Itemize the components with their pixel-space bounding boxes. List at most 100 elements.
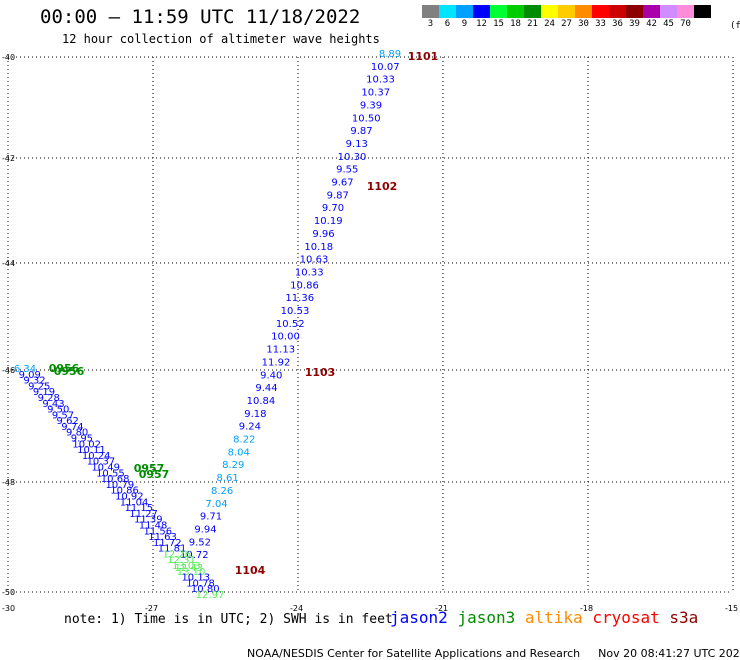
lat-tick-label: -50 — [2, 588, 15, 597]
wave-height-value: 11.56 — [144, 526, 173, 537]
wave-height-value: 9.39 — [360, 100, 382, 111]
wave-height-value: 9.67 — [331, 178, 353, 189]
pass-time-label: 0957 — [139, 468, 170, 481]
wave-height-value: 10.18 — [304, 242, 333, 253]
legend-label: 24 — [544, 19, 555, 29]
wave-height-value: 12.31 — [167, 555, 196, 566]
wave-height-value: 11.81 — [158, 544, 187, 555]
legend-swatch: 21 — [524, 5, 541, 30]
wave-height-value: 9.96 — [312, 229, 334, 240]
legend-label: 9 — [461, 19, 468, 29]
pass-time-label: 1103 — [305, 366, 336, 379]
wave-height-value: 9.71 — [200, 512, 222, 523]
legend-color-box — [677, 5, 694, 18]
satellite-name: jason2 — [390, 608, 458, 627]
wave-height-value: 9.87 — [350, 126, 372, 137]
wave-height-value: 10.53 — [281, 306, 310, 317]
legend-label: 15 — [493, 19, 504, 29]
wave-height-value: 10.68 — [101, 474, 130, 485]
legend-swatch: 45 — [660, 5, 677, 30]
wave-height-value: 9.55 — [336, 165, 358, 176]
pass-time-label: 0956 — [49, 362, 80, 375]
satellite-legend: jason2 jason3 altika cryosat s3a — [390, 608, 698, 627]
legend-color-box — [473, 5, 490, 18]
legend-label: 27 — [561, 19, 572, 29]
legend-label: 6 — [444, 19, 451, 29]
legend-swatch: 33 — [592, 5, 609, 30]
wave-height-value: 11.04 — [120, 497, 149, 508]
wave-height-value: 9.50 — [47, 405, 69, 416]
wave-height-value: 9.18 — [244, 409, 266, 420]
legend-color-box — [541, 5, 558, 18]
legend-swatch: 6 — [439, 5, 456, 30]
wave-height-value: 10.84 — [247, 396, 276, 407]
wave-height-value: 12.97 — [196, 590, 225, 601]
data-points: 8.8910.0710.3310.379.3910.509.879.1310.3… — [14, 49, 401, 601]
legend-swatch: 36 — [609, 5, 626, 30]
wave-height-value: 10.92 — [115, 491, 144, 502]
legend-swatch: 12 — [473, 5, 490, 30]
legend-label: 36 — [612, 19, 623, 29]
wave-height-value: 9.62 — [57, 416, 79, 427]
wave-height-value: 10.13 — [181, 573, 210, 584]
legend-color-box — [456, 5, 473, 18]
legend-label: 42 — [646, 19, 657, 29]
wave-height-value: 8.22 — [233, 435, 255, 446]
lat-tick-label: -46 — [2, 366, 15, 375]
wave-height-value: 9.32 — [23, 376, 45, 387]
wave-height-value: 11.72 — [153, 538, 182, 549]
lon-tick-label: -30 — [2, 604, 15, 613]
wave-height-value: 9.70 — [322, 203, 344, 214]
wave-height-value: 9.87 — [327, 190, 349, 201]
satellite-name: cryosat — [592, 608, 670, 627]
legend-color-box — [660, 5, 677, 18]
legend-swatch: 24 — [541, 5, 558, 30]
wave-height-value: 8.26 — [211, 486, 233, 497]
page-subtitle: 12 hour collection of altimeter wave hei… — [62, 32, 380, 46]
legend-swatch: 42 — [643, 5, 660, 30]
legend-label: 33 — [595, 19, 606, 29]
legend-swatch: 30 — [575, 5, 592, 30]
map-grid — [7, 56, 734, 593]
credit-line: NOAA/NESDIS Center for Satellite Applica… — [247, 647, 581, 660]
pass-time-label: 0957 — [134, 462, 165, 475]
footnote: note: 1) Time is in UTC; 2) SWH is in fe… — [64, 612, 393, 627]
wave-height-value: 10.52 — [276, 319, 305, 330]
wave-height-value: 9.74 — [61, 422, 83, 433]
wave-height-value: 10.72 — [180, 550, 209, 561]
wave-height-value: 13.10 — [177, 567, 206, 578]
wave-height-value: 9.24 — [239, 422, 261, 433]
legend-color-box — [507, 5, 524, 18]
legend-label: 30 — [578, 19, 589, 29]
wave-height-value: 10.86 — [110, 486, 139, 497]
wave-height-value: 10.80 — [191, 584, 220, 595]
wave-height-value: 8.04 — [228, 447, 250, 458]
lat-tick-label: -44 — [2, 259, 15, 268]
wave-height-value: 10.50 — [352, 113, 381, 124]
wave-height-value: 10.37 — [361, 88, 390, 99]
legend-color-box — [626, 5, 643, 18]
wave-height-value: 9.57 — [52, 410, 74, 421]
wave-height-value: 10.79 — [106, 480, 135, 491]
legend-color-box — [694, 5, 711, 18]
legend-color-box — [643, 5, 660, 18]
lon-tick-label: -27 — [145, 604, 158, 613]
wave-height-value: 10.11 — [77, 445, 106, 456]
wave-height-value: 9.94 — [194, 524, 216, 535]
wave-height-value: 11.48 — [139, 520, 168, 531]
legend-color-box — [439, 5, 456, 18]
footer: NOAA/NESDIS Center for Satellite Applica… — [240, 634, 740, 660]
wave-height-value: 9.44 — [255, 383, 277, 394]
legend-color-box — [558, 5, 575, 18]
legend-label: 12 — [476, 19, 487, 29]
wave-height-value: 11.36 — [285, 293, 314, 304]
legend-label: 18 — [510, 19, 521, 29]
satellite-name: jason3 — [457, 608, 525, 627]
wave-height-value: 11.92 — [262, 357, 291, 368]
pass-time-label: 0956 — [54, 365, 85, 378]
satellite-name: s3a — [669, 608, 699, 627]
wave-height-value: 12.26 — [162, 549, 191, 560]
wave-height-value: 11.39 — [134, 515, 163, 526]
